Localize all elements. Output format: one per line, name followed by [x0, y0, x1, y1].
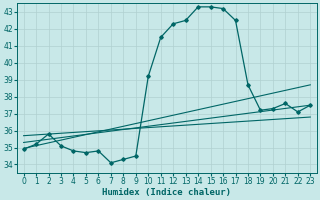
X-axis label: Humidex (Indice chaleur): Humidex (Indice chaleur): [102, 188, 231, 197]
